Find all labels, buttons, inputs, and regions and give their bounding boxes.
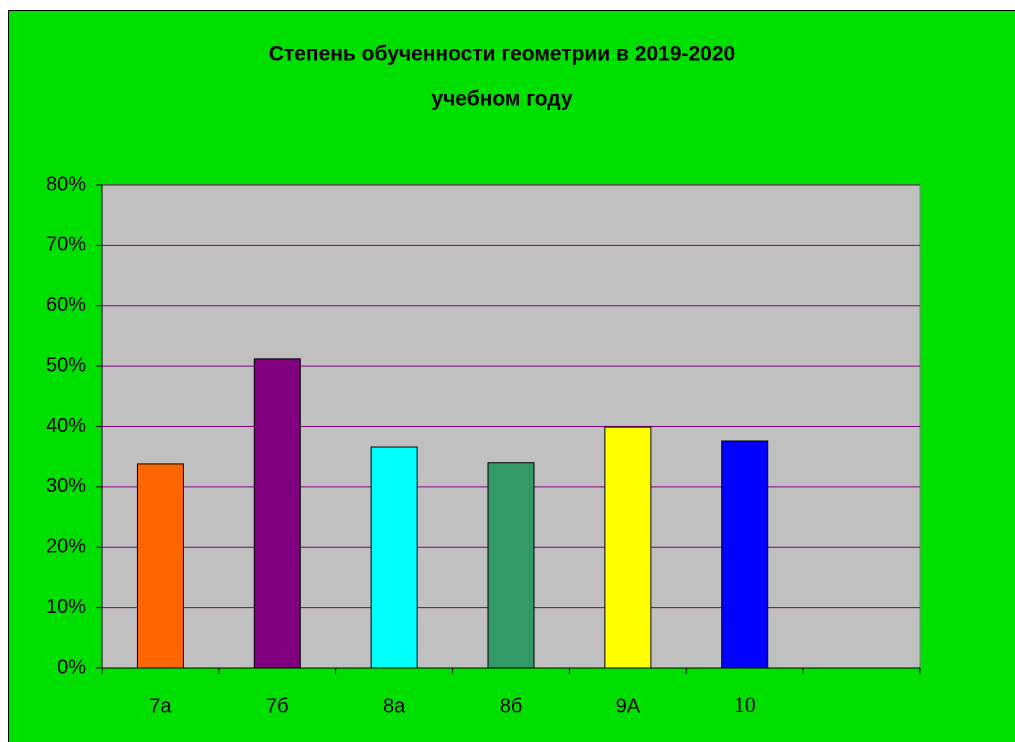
bar [370,446,418,669]
y-tick-label: 60% [46,294,86,316]
x-tick-label: 7а [149,695,172,717]
x-tick-label: 8б [500,695,523,717]
y-tick-label: 0% [57,656,86,678]
y-tick-label: 20% [46,536,86,558]
bar [487,462,535,669]
chart-title: учебном году [431,88,572,111]
bar [253,358,301,669]
chart-title: Степень обученности геометрии в 2019-202… [269,43,735,66]
bar [604,426,652,669]
y-tick-label: 80% [46,173,86,195]
y-tick-label: 30% [46,475,86,497]
y-tick-label: 10% [46,596,86,618]
bar [136,463,184,669]
bar [721,440,769,669]
y-tick-label: 50% [46,354,86,376]
x-tick-label: 7б [266,695,289,717]
x-tick-label: 9А [616,695,641,717]
x-tick-label: 8а [383,695,406,717]
x-tick-label: 10 [734,692,756,717]
y-tick-label: 70% [46,234,86,256]
y-tick-label: 40% [46,415,86,437]
